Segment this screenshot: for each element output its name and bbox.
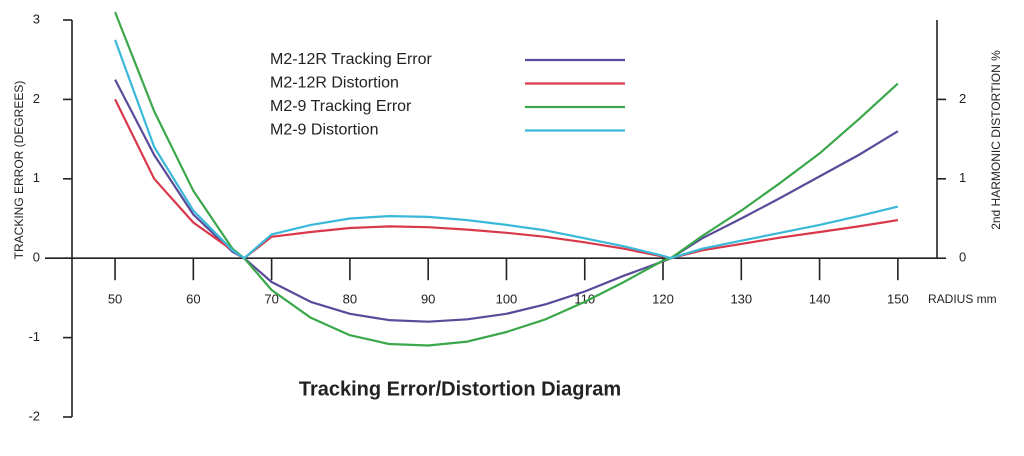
y2-tick-label: 0 bbox=[959, 250, 966, 265]
x-tick-label: 130 bbox=[730, 292, 752, 307]
x-tick-label: 140 bbox=[809, 292, 831, 307]
legend-label: M2-9 Tracking Error bbox=[270, 98, 412, 115]
x-tick-label: 100 bbox=[496, 292, 518, 307]
x-tick-label: 70 bbox=[264, 292, 278, 307]
series-line bbox=[114, 79, 899, 323]
x-axis-label: RADIUS mm bbox=[928, 292, 997, 306]
y-axis-label: TRACKING ERROR (DEGREES) bbox=[12, 81, 26, 260]
y-tick-label: 2 bbox=[33, 91, 40, 106]
x-tick-label: 60 bbox=[186, 292, 200, 307]
y-tick-label: -1 bbox=[28, 329, 40, 344]
y2-tick-label: 1 bbox=[959, 170, 966, 185]
legend-label: M2-12R Distortion bbox=[270, 75, 399, 92]
legend-label: M2-12R Tracking Error bbox=[270, 51, 432, 68]
x-tick-label: 120 bbox=[652, 292, 674, 307]
y-tick-label: -2 bbox=[28, 408, 40, 423]
x-tick-label: 150 bbox=[887, 292, 909, 307]
series-line bbox=[114, 98, 899, 260]
x-tick-label: 90 bbox=[421, 292, 435, 307]
y2-axis-label: 2nd HARMONIC DISTORTION % bbox=[989, 50, 1003, 230]
x-tick-label: 50 bbox=[108, 292, 122, 307]
series-line bbox=[114, 39, 899, 260]
x-tick-label: 110 bbox=[574, 292, 595, 307]
y-tick-label: 3 bbox=[33, 11, 40, 26]
legend-label: M2-9 Distortion bbox=[270, 122, 378, 139]
y2-tick-label: 2 bbox=[959, 91, 966, 106]
y-tick-label: 1 bbox=[33, 170, 40, 185]
y-tick-label: 0 bbox=[33, 250, 40, 265]
chart-title: Tracking Error/Distortion Diagram bbox=[299, 378, 621, 400]
x-tick-label: 80 bbox=[343, 292, 357, 307]
